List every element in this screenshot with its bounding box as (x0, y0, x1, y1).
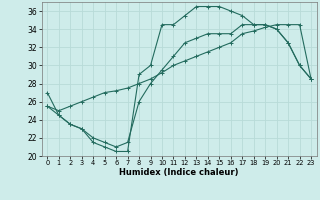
X-axis label: Humidex (Indice chaleur): Humidex (Indice chaleur) (119, 168, 239, 177)
